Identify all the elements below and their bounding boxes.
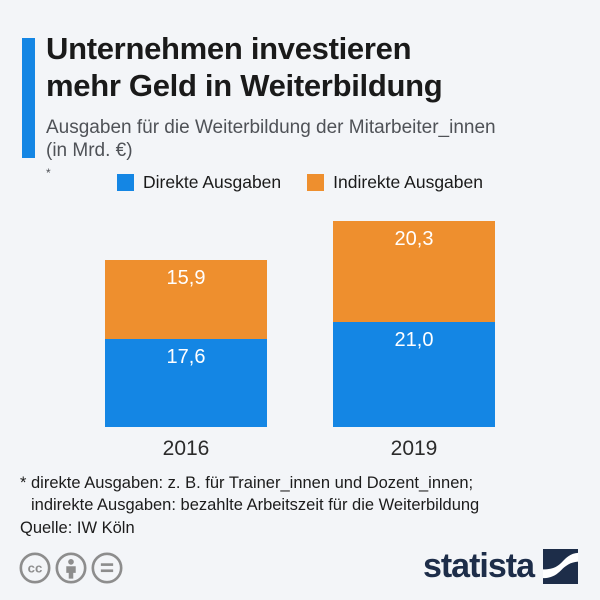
x-axis-label-2019: 2019 (390, 437, 438, 460)
footnote-line2: indirekte Ausgaben: bezahlte Arbeitszeit… (31, 495, 480, 514)
footnote-line1: * direkte Ausgaben: z. B. für Trainer_in… (20, 474, 474, 492)
bar-value-label: 15,9 (166, 266, 206, 289)
legend-item-direkte: Direkte Ausgaben (117, 172, 281, 193)
stacked-bar-2019: 20,3 21,0 (333, 220, 495, 427)
svg-text:cc: cc (28, 561, 43, 576)
legend-swatch-orange (307, 174, 325, 191)
bar-segment-2019-direkte: 21,0 (333, 322, 495, 427)
stacked-bar-2016: 15,9 17,6 (105, 259, 267, 427)
statista-logo[interactable]: statista (423, 548, 578, 584)
page-title: Unternehmen investieren mehr Geld in Wei… (46, 30, 443, 104)
bar-segment-2019-indirekte: 20,3 (333, 220, 495, 322)
subtitle-line2: (in Mrd. €) * (46, 140, 133, 180)
legend-item-indirekte: Indirekte Ausgaben (307, 172, 483, 193)
x-axis-label-2016: 2016 (162, 437, 210, 460)
legend-label: Indirekte Ausgaben (333, 172, 483, 192)
license-icons: cc (18, 551, 124, 585)
subtitle: Ausgaben für die Weiterbildung der Mitar… (46, 116, 496, 190)
cc-icon[interactable]: cc (18, 551, 52, 585)
bar-value-label: 20,3 (394, 227, 434, 250)
chart-legend: Direkte Ausgaben Indirekte Ausgaben (0, 172, 600, 193)
bar-value-label: 17,6 (166, 346, 206, 368)
footnote-block: * direkte Ausgaben: z. B. für Trainer_in… (20, 473, 479, 540)
statista-wordmark: statista (422, 547, 535, 585)
title-line1: Unternehmen investieren (46, 31, 412, 66)
bar-segment-2016-indirekte: 15,9 (105, 259, 267, 339)
legend-label: Direkte Ausgaben (143, 172, 282, 192)
statista-logo-mark-icon (543, 548, 578, 584)
attribution-person-icon[interactable] (54, 551, 88, 585)
bar-segment-2016-direkte: 17,6 (105, 339, 267, 427)
bar-value-label: 21,0 (394, 329, 434, 351)
title-line2: mehr Geld in Weiterbildung (46, 68, 443, 103)
title-accent-bar (22, 38, 35, 158)
legend-swatch-blue (117, 174, 134, 191)
footnote-asterisk: * (46, 166, 51, 180)
subtitle-line1: Ausgaben für die Weiterbildung der Mitar… (46, 117, 496, 138)
source-line: Quelle: IW Köln (20, 519, 135, 537)
equals-icon[interactable] (90, 551, 124, 585)
